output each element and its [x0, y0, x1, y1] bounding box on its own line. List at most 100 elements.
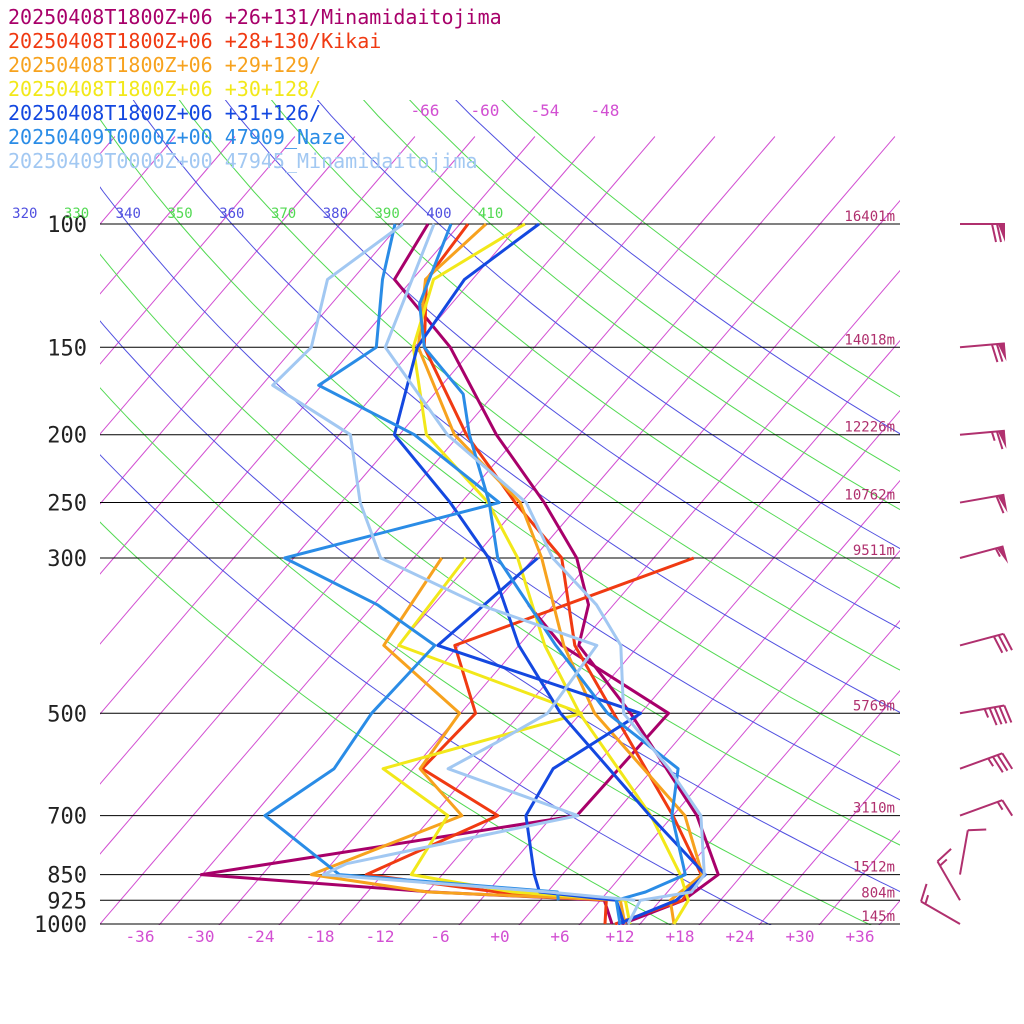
theta-label: 400: [426, 206, 451, 222]
wind-barb-full: [992, 635, 1004, 654]
temperature-series-line: [411, 222, 690, 925]
height-label: 3110m: [853, 801, 895, 817]
legend-entry: 20250408T1800Z+06 +31+126/: [8, 101, 321, 125]
isotherm-line: [100, 136, 716, 855]
wind-barb-half: [996, 801, 1004, 811]
temperature-tick-label: +18: [666, 927, 695, 946]
temperature-tick-label: -24: [246, 927, 275, 946]
height-label: 9511m: [853, 543, 895, 559]
wind-barb: [959, 752, 1014, 773]
dewpoint-series-line: [309, 557, 627, 925]
dewpoint-series-line: [263, 223, 560, 901]
height-label: 5769m: [853, 698, 895, 714]
isobar-lines: [100, 223, 900, 925]
pressure-label: 500: [47, 702, 87, 727]
wind-barb-full: [991, 223, 997, 243]
isotherm-line: [100, 136, 536, 645]
theta-label: 350: [167, 206, 192, 222]
wind-barb-full: [997, 634, 1009, 652]
adiabat-line: [100, 454, 772, 925]
wind-barb-full: [990, 344, 999, 363]
temperature-tick-label: -6: [430, 927, 449, 946]
temperature-tick-label: +0: [490, 927, 509, 946]
theta-label: 320: [12, 206, 37, 222]
adiabat-line: [132, 100, 900, 713]
wind-barb: [959, 632, 1013, 654]
theta-label: 330: [64, 206, 89, 222]
wind-barb-half: [924, 894, 930, 905]
isotherm-line: [158, 136, 836, 925]
temperature-tick-label: -30: [186, 927, 215, 946]
isotherm-line: [698, 689, 900, 925]
isotherm-line: [100, 136, 476, 575]
wind-barb-full: [996, 754, 1009, 772]
theta-label: 360: [219, 206, 244, 222]
temperature-series-line: [418, 223, 687, 925]
wind-barb-half: [987, 757, 994, 767]
temperature-tick-label: +6: [550, 927, 569, 946]
wind-barb-flag: [997, 494, 1008, 513]
wind-barb: [936, 848, 961, 901]
wind-barb: [959, 545, 1009, 564]
pressure-label: 925: [47, 889, 87, 914]
isotherm-line: [100, 136, 656, 785]
pressure-label: 300: [47, 547, 87, 572]
height-label: 10762m: [844, 488, 895, 504]
height-label: 14018m: [844, 332, 895, 348]
isotherm-line: [818, 829, 900, 925]
adiabat-line: [409, 100, 900, 472]
wind-barb-flag: [998, 224, 1005, 242]
wind-barb-staff: [920, 900, 961, 925]
temperature-tick-label: +36: [846, 927, 875, 946]
theta-label: 380: [323, 206, 348, 222]
isotherm-line: [878, 899, 900, 925]
wind-barb: [960, 223, 1005, 243]
temperature-tick-label: -18: [306, 927, 335, 946]
pressure-label: 700: [47, 805, 87, 830]
wind-barb-full: [995, 495, 1005, 514]
isotherm-line: [638, 619, 900, 925]
temperature-series-line: [416, 222, 704, 925]
wind-barb-full: [998, 705, 1008, 724]
isotherm-line: [278, 199, 900, 925]
wind-barb-full: [1001, 752, 1014, 770]
wind-barb: [959, 429, 1007, 450]
wind-barb-full: [993, 706, 1003, 725]
sounding-series: [199, 222, 720, 925]
isotherm-line: [100, 136, 176, 225]
wind-barb-full: [936, 848, 952, 863]
height-label: 16401m: [844, 209, 895, 225]
temperature-series-line: [393, 223, 720, 925]
wind-barb-full: [996, 223, 1002, 243]
legend-entry: 20250409T0000Z+00 47909_Naze: [8, 125, 345, 149]
wind-barb: [959, 828, 987, 875]
height-label: 804m: [861, 885, 895, 901]
wind-barb: [959, 704, 1013, 726]
adiabat-line: [100, 387, 872, 925]
isotherm-line: [398, 339, 900, 925]
wind-barb-staff: [959, 830, 969, 875]
upper-temperature-tick-label: -48: [591, 101, 620, 120]
wind-barbs: [920, 223, 1014, 925]
wind-barb: [959, 799, 1014, 817]
legend-entry: 20250408T1800Z+06 +28+130/Kikai: [8, 29, 381, 53]
adiabat-line: [100, 521, 672, 925]
adiabat-line: [362, 100, 900, 511]
height-label: 1512m: [853, 860, 895, 876]
dewpoint-series-line: [436, 556, 643, 925]
theta-label: 340: [116, 206, 141, 222]
upper-temperature-tick-label: -60: [471, 101, 500, 120]
adiabat-line: [100, 320, 900, 893]
isotherm-line: [578, 549, 900, 925]
legend-entry: 20250409T0000Z+00 47945_Minamidaitojima: [8, 149, 478, 173]
wind-barb-flag: [996, 546, 1009, 564]
pressure-label: 200: [47, 424, 87, 449]
wind-barb-staff: [959, 704, 1005, 715]
wind-barb-full: [1002, 633, 1013, 651]
pressure-label: 150: [47, 336, 87, 361]
legend-entry: 20250408T1800Z+06 +30+128/: [8, 77, 321, 101]
temperature-series-line: [383, 223, 706, 925]
wind-barb: [959, 342, 1007, 363]
wind-barb-full: [1001, 799, 1014, 817]
